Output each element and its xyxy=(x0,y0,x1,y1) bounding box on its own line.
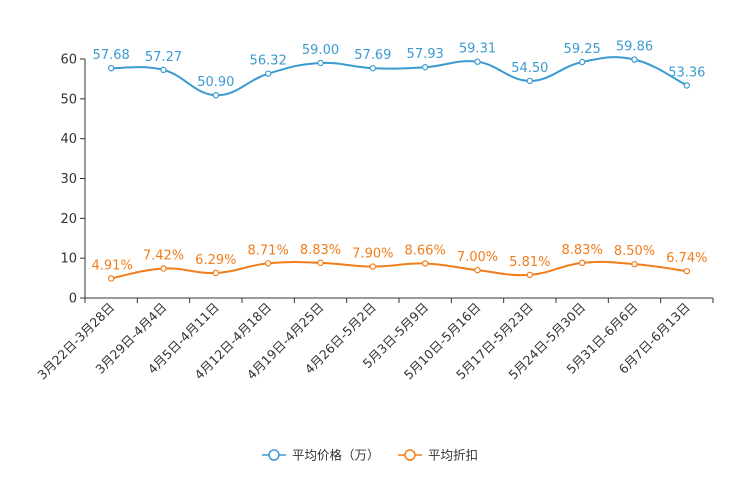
data-point[interactable] xyxy=(474,266,481,274)
y-tick-label: 30 xyxy=(60,172,77,187)
data-label: 57.69 xyxy=(354,48,391,63)
legend-item-1[interactable]: 平均折扣 xyxy=(398,448,478,463)
legend-marker-icon xyxy=(404,449,416,461)
y-tick-label: 60 xyxy=(60,53,77,68)
y-tick-label: 0 xyxy=(69,292,77,307)
axes: 01020304050603月22日-3月28日3月29日-4月4日4月5日-4… xyxy=(34,53,714,382)
data-label: 57.27 xyxy=(145,50,182,65)
data-point[interactable] xyxy=(578,259,586,267)
y-tick-label: 50 xyxy=(60,92,77,107)
data-point[interactable] xyxy=(421,260,429,267)
data-label: 50.90 xyxy=(197,75,234,90)
legend-marker-icon xyxy=(268,449,280,461)
data-label: 5.81% xyxy=(509,255,550,270)
data-label: 59.31 xyxy=(459,42,496,57)
data-label: 8.50% xyxy=(614,244,655,259)
data-point[interactable] xyxy=(317,59,324,67)
data-label: 59.25 xyxy=(564,42,601,57)
data-point[interactable] xyxy=(683,82,691,89)
data-label: 53.36 xyxy=(668,65,705,80)
data-label: 8.66% xyxy=(405,244,446,259)
legend-label: 平均价格（万） xyxy=(292,448,380,463)
data-label: 8.83% xyxy=(300,243,341,258)
data-point[interactable] xyxy=(107,65,115,72)
data-point[interactable] xyxy=(160,265,167,272)
data-label: 8.71% xyxy=(248,243,289,258)
data-labels: 57.68 57.27 50.90 56.32 59.00 57.69 57.93 59.31… xyxy=(92,40,708,274)
data-point[interactable] xyxy=(683,267,691,275)
data-label: 6.29% xyxy=(195,253,236,268)
data-point[interactable] xyxy=(421,64,429,71)
data-label: 7.90% xyxy=(352,247,393,262)
data-label: 54.50 xyxy=(511,61,548,76)
data-point[interactable] xyxy=(631,260,638,268)
data-point[interactable] xyxy=(526,77,534,85)
legend[interactable]: 平均价格（万） 平均折扣 xyxy=(262,448,478,463)
data-point[interactable] xyxy=(212,92,220,99)
data-label: 8.83% xyxy=(562,243,603,258)
data-point[interactable] xyxy=(474,58,481,65)
data-point[interactable] xyxy=(264,260,272,267)
y-tick-label: 20 xyxy=(60,212,77,227)
series-layer xyxy=(107,56,691,282)
data-point[interactable] xyxy=(578,58,586,66)
legend-label: 平均折扣 xyxy=(428,448,478,463)
y-tick-label: 40 xyxy=(60,132,77,147)
data-point[interactable] xyxy=(526,271,534,279)
data-label: 59.00 xyxy=(302,43,339,58)
legend-item-0[interactable]: 平均价格（万） xyxy=(262,448,380,463)
y-tick-label: 10 xyxy=(60,252,77,267)
data-label: 7.00% xyxy=(457,250,498,265)
data-label: 6.74% xyxy=(666,251,707,266)
data-label: 7.42% xyxy=(143,248,184,263)
data-point[interactable] xyxy=(369,263,377,270)
data-label: 59.86 xyxy=(616,40,653,55)
data-point[interactable] xyxy=(317,259,324,267)
data-point[interactable] xyxy=(212,269,220,277)
data-label: 57.68 xyxy=(93,48,130,63)
series-line-1 xyxy=(110,260,687,280)
data-label: 56.32 xyxy=(250,54,287,69)
data-point[interactable] xyxy=(369,65,377,72)
data-point[interactable] xyxy=(631,56,638,63)
data-point[interactable] xyxy=(107,275,115,282)
data-point[interactable] xyxy=(160,66,167,74)
data-label: 57.93 xyxy=(407,47,444,62)
data-point[interactable] xyxy=(264,70,272,77)
data-label: 4.91% xyxy=(92,258,133,273)
series-line-0 xyxy=(111,56,688,97)
